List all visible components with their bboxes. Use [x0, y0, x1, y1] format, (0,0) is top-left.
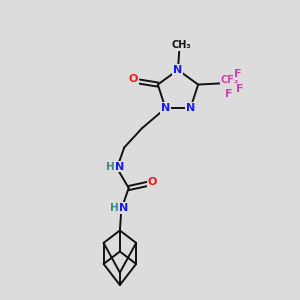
Text: F: F	[234, 69, 242, 79]
Text: N: N	[115, 162, 124, 172]
Text: H: H	[106, 162, 115, 172]
Text: O: O	[148, 177, 157, 187]
Text: N: N	[173, 65, 183, 75]
Text: N: N	[161, 103, 170, 113]
Text: N: N	[119, 203, 128, 213]
Text: H: H	[110, 203, 119, 213]
Text: N: N	[186, 103, 195, 113]
Text: CF₃: CF₃	[220, 75, 239, 85]
Text: O: O	[129, 74, 138, 84]
Text: F: F	[225, 89, 233, 99]
Text: F: F	[236, 84, 244, 94]
Text: CH₃: CH₃	[171, 40, 191, 50]
